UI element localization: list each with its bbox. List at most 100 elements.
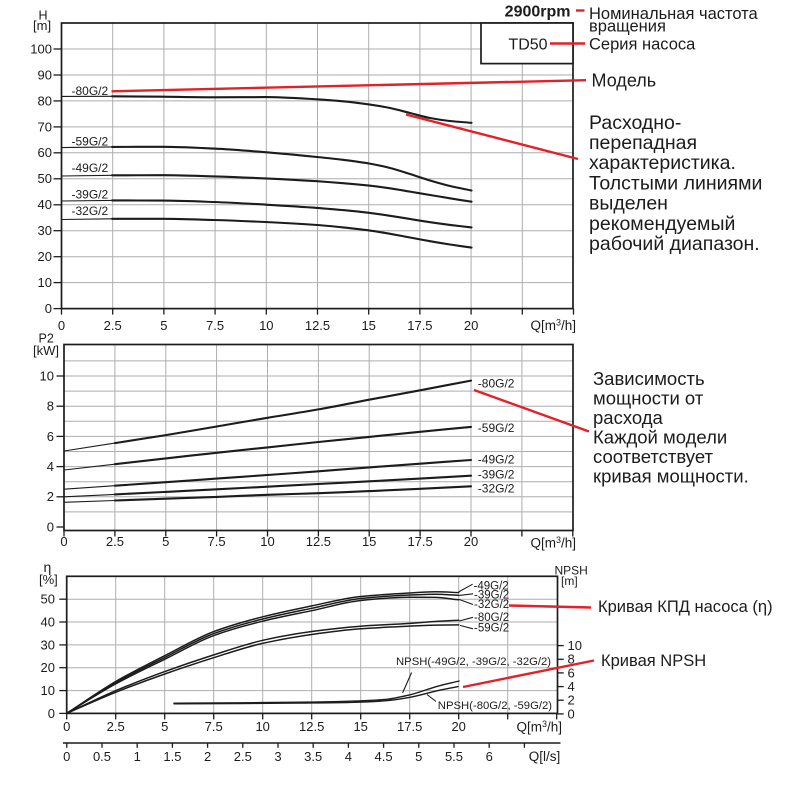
svg-text:Кривая КПД насоса (η): Кривая КПД насоса (η) bbox=[598, 598, 773, 616]
svg-text:30: 30 bbox=[41, 637, 55, 652]
svg-text:4: 4 bbox=[568, 679, 575, 694]
svg-text:1.5: 1.5 bbox=[163, 749, 181, 764]
svg-text:NPSH: NPSH bbox=[555, 564, 588, 578]
svg-text:5.5: 5.5 bbox=[445, 749, 463, 764]
svg-text:-80G/2: -80G/2 bbox=[478, 376, 515, 390]
svg-text:7.5: 7.5 bbox=[206, 318, 224, 333]
svg-text:-39G/2: -39G/2 bbox=[72, 188, 109, 202]
svg-text:30: 30 bbox=[38, 223, 52, 238]
svg-text:характеристика.: характеристика. bbox=[589, 152, 736, 174]
svg-text:20: 20 bbox=[41, 660, 55, 675]
svg-text:Q[m3/h]: Q[m3/h] bbox=[531, 318, 577, 334]
svg-text:Расходно-: Расходно- bbox=[589, 112, 681, 134]
svg-text:12.5: 12.5 bbox=[305, 318, 330, 333]
svg-text:2900rpm: 2900rpm bbox=[505, 4, 571, 21]
svg-text:6: 6 bbox=[568, 665, 575, 680]
svg-text:рекомендуемый: рекомендуемый bbox=[589, 213, 735, 235]
svg-text:80: 80 bbox=[38, 93, 52, 108]
svg-text:15: 15 bbox=[353, 719, 367, 734]
svg-text:Модель: Модель bbox=[592, 71, 657, 91]
svg-text:Номинальная частота: Номинальная частота bbox=[589, 5, 759, 23]
svg-text:5: 5 bbox=[160, 318, 167, 333]
svg-text:-32G/2: -32G/2 bbox=[478, 481, 515, 495]
svg-text:η: η bbox=[44, 559, 52, 575]
svg-text:-59G/2: -59G/2 bbox=[478, 421, 515, 435]
svg-text:3: 3 bbox=[274, 749, 281, 764]
svg-text:6: 6 bbox=[47, 429, 54, 444]
svg-text:40: 40 bbox=[38, 197, 52, 212]
svg-text:-49G/2: -49G/2 bbox=[72, 161, 109, 175]
svg-text:17.5: 17.5 bbox=[407, 318, 432, 333]
svg-text:Q[l/s]: Q[l/s] bbox=[529, 749, 561, 764]
svg-text:4: 4 bbox=[47, 459, 54, 474]
svg-text:Зависимость: Зависимость bbox=[593, 368, 705, 389]
svg-text:Серия насоса: Серия насоса bbox=[589, 36, 696, 54]
svg-text:[m]: [m] bbox=[561, 574, 578, 588]
svg-text:перепадная: перепадная bbox=[589, 132, 697, 154]
svg-text:вращения: вращения bbox=[589, 18, 666, 36]
svg-text:6: 6 bbox=[486, 749, 493, 764]
svg-text:0: 0 bbox=[58, 318, 65, 333]
svg-text:8: 8 bbox=[47, 399, 54, 414]
svg-text:0: 0 bbox=[60, 534, 67, 549]
svg-text:20: 20 bbox=[38, 249, 52, 264]
svg-text:100: 100 bbox=[30, 41, 52, 56]
svg-text:[%]: [%] bbox=[39, 572, 58, 587]
svg-text:рабочий диапазон.: рабочий диапазон. bbox=[589, 233, 760, 255]
svg-text:Q[m3/h]: Q[m3/h] bbox=[517, 719, 563, 735]
svg-text:P2: P2 bbox=[39, 332, 54, 346]
svg-text:70: 70 bbox=[38, 119, 52, 134]
svg-text:10: 10 bbox=[38, 275, 52, 290]
svg-text:5: 5 bbox=[161, 719, 168, 734]
svg-text:5: 5 bbox=[415, 749, 422, 764]
svg-text:40: 40 bbox=[41, 614, 55, 629]
svg-text:NPSH(-80G/2, -59G/2): NPSH(-80G/2, -59G/2) bbox=[438, 700, 552, 712]
svg-text:15: 15 bbox=[361, 318, 375, 333]
svg-text:соответствует: соответствует bbox=[593, 446, 714, 467]
svg-text:2.5: 2.5 bbox=[107, 719, 125, 734]
svg-text:10: 10 bbox=[259, 318, 273, 333]
svg-text:[kW]: [kW] bbox=[33, 343, 59, 358]
svg-text:8: 8 bbox=[568, 652, 575, 667]
svg-text:-39G/2: -39G/2 bbox=[474, 589, 509, 601]
svg-text:-32G/2: -32G/2 bbox=[72, 204, 109, 218]
svg-text:-80G/2: -80G/2 bbox=[474, 612, 509, 624]
svg-text:20: 20 bbox=[451, 719, 465, 734]
svg-text:-59G/2: -59G/2 bbox=[474, 623, 509, 635]
svg-text:мощности от: мощности от bbox=[593, 388, 704, 409]
svg-text:NPSH(-49G/2, -39G/2, -32G/2): NPSH(-49G/2, -39G/2, -32G/2) bbox=[396, 656, 551, 668]
svg-text:Кривая NPSH: Кривая NPSH bbox=[601, 652, 706, 670]
svg-text:0.5: 0.5 bbox=[93, 749, 111, 764]
svg-text:20: 20 bbox=[464, 534, 478, 549]
svg-text:10: 10 bbox=[40, 368, 54, 383]
svg-text:0: 0 bbox=[48, 706, 55, 721]
svg-text:2: 2 bbox=[204, 749, 211, 764]
svg-text:0: 0 bbox=[568, 706, 575, 721]
svg-text:0: 0 bbox=[45, 301, 52, 316]
svg-text:3.5: 3.5 bbox=[304, 749, 322, 764]
svg-text:10: 10 bbox=[255, 719, 269, 734]
svg-text:Толстыми линиями: Толстыми линиями bbox=[589, 172, 762, 194]
svg-text:90: 90 bbox=[38, 67, 52, 82]
svg-text:2: 2 bbox=[47, 489, 54, 504]
svg-text:0: 0 bbox=[47, 519, 54, 534]
svg-text:-59G/2: -59G/2 bbox=[72, 134, 109, 148]
svg-text:2.5: 2.5 bbox=[106, 534, 124, 549]
svg-text:1: 1 bbox=[134, 749, 141, 764]
svg-text:5: 5 bbox=[162, 534, 169, 549]
svg-text:17.5: 17.5 bbox=[407, 534, 432, 549]
svg-text:Каждой модели: Каждой модели bbox=[593, 427, 727, 448]
svg-text:20: 20 bbox=[464, 318, 478, 333]
svg-text:0: 0 bbox=[63, 749, 70, 764]
svg-text:-39G/2: -39G/2 bbox=[478, 468, 515, 482]
svg-text:50: 50 bbox=[41, 592, 55, 607]
svg-text:2.5: 2.5 bbox=[104, 318, 122, 333]
svg-text:2.5: 2.5 bbox=[234, 749, 252, 764]
svg-text:50: 50 bbox=[38, 171, 52, 186]
svg-text:12.5: 12.5 bbox=[306, 534, 331, 549]
svg-text:-80G/2: -80G/2 bbox=[72, 84, 109, 98]
svg-text:выделен: выделен bbox=[589, 193, 668, 215]
svg-text:15: 15 bbox=[362, 534, 376, 549]
svg-text:60: 60 bbox=[38, 145, 52, 160]
svg-text:[m]: [m] bbox=[33, 18, 51, 33]
